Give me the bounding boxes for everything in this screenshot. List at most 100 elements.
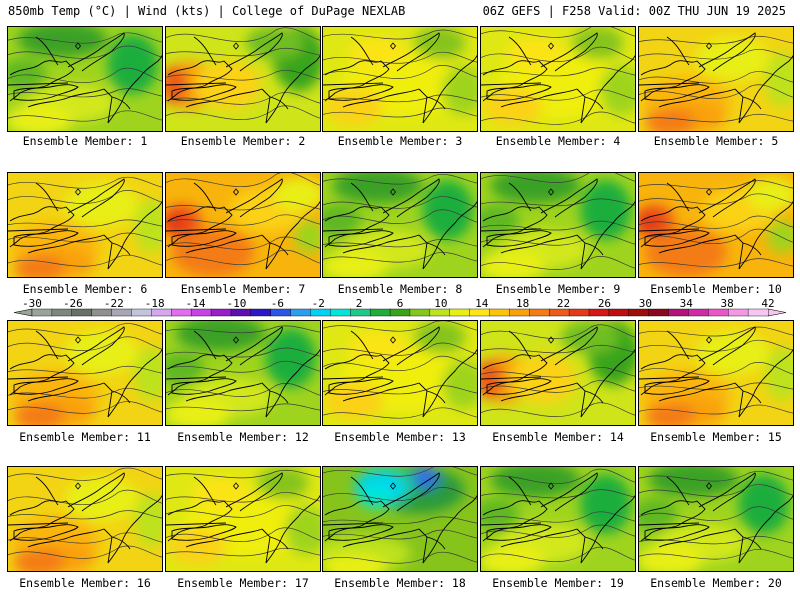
temperature-field <box>639 321 793 425</box>
ensemble-member-map <box>165 320 321 426</box>
colorbar-swatch <box>250 308 272 317</box>
geographic-boundary <box>426 96 446 110</box>
geographic-boundary <box>193 476 217 506</box>
geographic-boundary <box>580 494 635 564</box>
geographic-boundary <box>185 528 263 548</box>
colorbar-swatch <box>31 308 53 317</box>
geographic-boundary <box>508 182 532 212</box>
location-marker-icon <box>232 336 240 344</box>
height-contour <box>639 84 793 99</box>
height-contour <box>166 173 320 188</box>
ensemble-member-label: Ensemble Member: 17 <box>177 576 309 590</box>
temperature-colorbar: -30 -26 -22 -18 -14 -10 -6 -2 2 6 10 14 18 22 26 30 34 38… <box>13 297 787 317</box>
ensemble-member-map <box>322 320 478 426</box>
geographic-boundary <box>580 348 635 418</box>
geographic-boundary <box>103 88 113 124</box>
ensemble-member-map <box>638 466 794 572</box>
height-contour <box>639 471 793 482</box>
geographic-boundary <box>540 326 598 366</box>
geographic-boundary <box>734 88 744 124</box>
colorbar-swatch <box>71 308 93 317</box>
height-contour <box>323 529 477 540</box>
height-contour <box>323 238 477 248</box>
geographic-boundary <box>323 82 384 86</box>
geographic-boundary <box>580 54 635 124</box>
location-marker-icon <box>547 482 555 490</box>
temperature-field <box>639 27 793 131</box>
temperature-field <box>323 173 477 277</box>
height-contour <box>323 355 477 372</box>
ensemble-member-label: Ensemble Member: 15 <box>650 430 782 444</box>
temperature-field <box>166 173 320 277</box>
geographic-boundary <box>540 178 598 218</box>
geographic-boundary <box>734 528 744 564</box>
height-contour <box>8 336 162 351</box>
height-contour <box>639 549 793 560</box>
temperature-shading <box>639 544 704 571</box>
ensemble-member-map <box>7 26 163 132</box>
height-contour <box>166 105 320 120</box>
colorbar-tick-label: 34 <box>680 297 694 310</box>
geographic-boundary <box>27 382 105 402</box>
temperature-shading <box>324 381 384 420</box>
location-marker-icon <box>74 482 82 490</box>
height-contour <box>8 489 162 506</box>
height-contour <box>8 323 162 336</box>
geographic-boundary <box>698 32 756 72</box>
geographic-boundary <box>185 88 263 108</box>
temperature-shading <box>133 346 162 402</box>
geographic-boundary <box>225 32 283 72</box>
geographic-boundary <box>508 330 532 360</box>
geographic-boundary <box>482 354 548 396</box>
geographic-boundary <box>171 524 237 541</box>
colorbar-swatch <box>747 308 769 317</box>
temperature-shading <box>17 27 108 58</box>
location-marker-icon <box>705 42 713 50</box>
temperature-shading <box>133 492 162 548</box>
height-contour <box>8 45 162 59</box>
colorbar-swatch <box>568 308 590 317</box>
height-contour <box>639 362 793 376</box>
height-contour <box>166 527 320 542</box>
temperature-shading <box>648 467 739 498</box>
temperature-shading <box>481 544 546 571</box>
temperature-field <box>166 467 320 571</box>
geographic-boundary <box>166 82 227 86</box>
colorbar-tick-label: -30 <box>22 297 42 310</box>
height-contour <box>323 51 477 64</box>
height-contour <box>166 236 320 250</box>
colorbar-swatch <box>369 308 391 317</box>
geographic-boundary <box>658 528 736 548</box>
location-marker-icon <box>74 188 82 196</box>
height-contour <box>639 180 793 190</box>
temperature-shading <box>599 66 635 116</box>
height-contour <box>639 35 793 45</box>
height-contour <box>166 70 320 81</box>
height-contour <box>323 29 477 40</box>
temperature-shading <box>644 227 727 277</box>
geographic-boundary <box>8 522 69 526</box>
colorbar-swatch <box>230 308 252 317</box>
geographic-boundary <box>576 88 586 124</box>
geographic-boundary <box>261 234 271 270</box>
geographic-boundary <box>698 472 756 512</box>
colorbar-tick-label: -18 <box>145 297 165 310</box>
geographic-boundary <box>167 206 233 248</box>
geographic-boundary <box>584 96 604 110</box>
height-contour <box>639 193 793 205</box>
temperature-field <box>8 321 162 425</box>
ensemble-member-map <box>638 172 794 278</box>
temperature-shading <box>332 173 423 204</box>
colorbar-tick-label: 22 <box>557 297 570 310</box>
temperature-shading <box>490 173 581 204</box>
colorbar-swatch <box>350 308 371 317</box>
colorbar-tick-label: 10 <box>434 297 447 310</box>
colorbar-swatch <box>708 308 729 317</box>
geographic-boundary <box>328 524 394 541</box>
temperature-shading <box>644 402 696 425</box>
temperature-shading <box>481 360 503 399</box>
height-contour <box>8 254 162 267</box>
colorbar-swatch <box>290 308 311 317</box>
colorbar-tick-label: 42 <box>761 297 774 310</box>
geographic-boundary <box>508 36 532 66</box>
